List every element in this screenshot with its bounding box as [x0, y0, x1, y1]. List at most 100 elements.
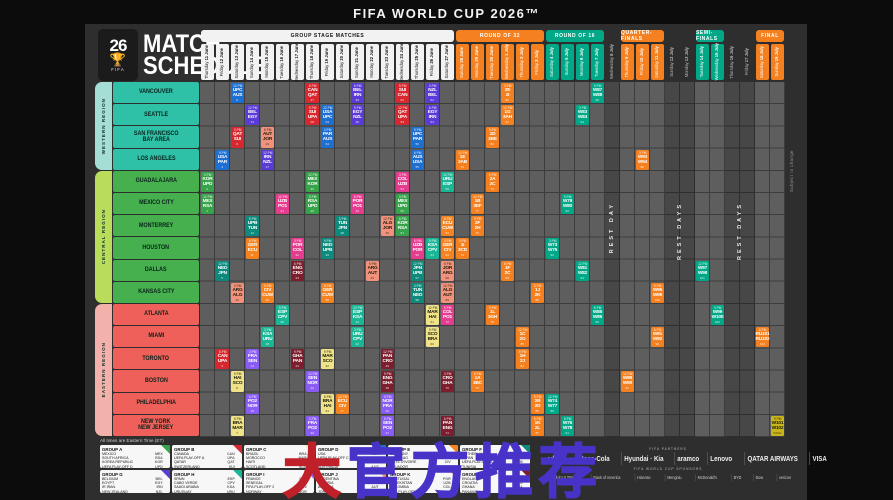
group-team-text: GHA [514, 484, 523, 490]
group-team-text: USA [371, 450, 379, 456]
group-team-row: AUSTRALIA AUS [318, 463, 379, 468]
group-team-text: COL [443, 484, 451, 490]
group-team-text: TUN [515, 463, 523, 468]
group-team-row: ECUADOR ECU [390, 463, 451, 468]
group-team-text: PO1 [443, 488, 451, 493]
group-color-corner [521, 445, 530, 454]
group-team-row: SOUTH AFRICA RSA [102, 454, 163, 460]
partner-logo: QATAR AIRWAYS [744, 452, 800, 465]
group-team-text: PANAMA [462, 488, 477, 493]
sponsor-logo: verizon [776, 474, 792, 481]
group-team-text: AUSTRIA [318, 484, 334, 490]
group-box-i: GROUP I FRANCE FRA SENEGAL SEN FIFA PLAY-OFF … [244, 470, 314, 493]
sponsor-logo: BYD [730, 474, 743, 481]
group-team-row: NETHERLANDS NED [462, 450, 523, 456]
group-team-text: CIV [444, 459, 451, 465]
partner-logo: Lenovo [707, 452, 736, 465]
group-team-text: SCOTLAND [246, 463, 266, 468]
group-team-row: UZBEKISTAN UZB [390, 480, 451, 485]
group-color-corner [449, 470, 458, 479]
group-team-text: CAN [226, 450, 235, 456]
group-team-text: UPD [155, 463, 163, 468]
group-team-text: GERMANY [390, 450, 409, 456]
group-team-text: UEFA PLAY-OFF A [174, 454, 205, 460]
group-box-a: GROUP A MEXICO MEX SOUTH AFRICA RSA KOREA REP… [100, 445, 170, 468]
group-team-text: ARGENTINA [318, 475, 339, 481]
group-box-title: GROUP E [390, 446, 411, 452]
group-team-row: GERMANY GER [390, 450, 451, 456]
group-team-text: ENG [514, 475, 523, 481]
group-team-text: PO2 [299, 484, 307, 490]
group-team-text: JOR [371, 488, 379, 493]
group-team-text: IR IRAN [102, 484, 116, 490]
group-color-corner [521, 470, 530, 479]
group-team-row: BRAZIL BRA [246, 450, 307, 456]
group-team-text: ARG [370, 475, 379, 481]
group-color-corner [377, 445, 386, 454]
group-color-corner [377, 470, 386, 479]
group-team-text: NED [515, 450, 523, 456]
group-team-row: AUSTRIA AUT [318, 484, 379, 490]
group-team-text: NORWAY [246, 488, 262, 493]
group-team-text: NZL [155, 488, 163, 493]
group-team-text: BELGIUM [102, 475, 119, 481]
trophy-icon: 🏆 [109, 52, 127, 67]
group-team-text: ALG [371, 479, 379, 485]
group-team-text: RSA [155, 454, 163, 460]
group-team-text: AUS [371, 463, 379, 468]
group-team-text: FIFA PLAY-OFF 1 [390, 488, 419, 493]
badge-year: 26 [109, 36, 128, 55]
group-team-text: JPN [515, 454, 523, 460]
group-team-text: COLOMBIA [390, 484, 409, 490]
side-note: Subject to change [789, 150, 794, 193]
group-team-text: SUI [228, 463, 235, 468]
group-team-row: QATAR QAT [174, 459, 235, 464]
group-box-title: GROUP G [102, 471, 123, 477]
group-team-row: COLOMBIA COL [390, 484, 451, 490]
group-team-text: UEFA PLAY-OFF B [462, 459, 493, 465]
group-team-row: CURACAO CUW [390, 454, 451, 460]
group-team-row: MEXICO MEX [102, 451, 163, 456]
group-team-text: ESP [227, 475, 235, 481]
group-team-row: CABO VERDE CPV [174, 479, 235, 485]
group-team-text: UPB [515, 459, 523, 465]
groups-legend: GROUP A MEXICO MEX SOUTH AFRICA RSA KOREA REP… [100, 445, 536, 493]
group-team-text: CURACAO [390, 454, 408, 460]
group-team-row: UEFA PLAY-OFF A UPA [174, 454, 235, 460]
group-team-row: MOROCCO MAR [246, 454, 307, 460]
group-box-h: GROUP H SPAIN ESP CABO VERDE CPV SAUDI ARABIA… [172, 470, 242, 493]
group-team-row: URUGUAY URU [174, 488, 235, 493]
group-team-text: CABO VERDE [174, 479, 198, 485]
group-team-row: UEFA PLAY-OFF C UPC [318, 455, 379, 460]
group-box-title: GROUP L [462, 471, 482, 477]
group-box-c: GROUP C BRAZIL BRA MOROCCO MAR HAITI HAI SCOTLA… [244, 445, 314, 468]
group-team-text: ECU [443, 463, 451, 468]
group-box-title: GROUP C [246, 446, 267, 452]
group-team-text: MOROCCO [246, 454, 266, 460]
group-color-corner [305, 470, 314, 479]
group-team-row: SPAIN ESP [174, 475, 235, 481]
wc26-badge: 26 🏆 FIFA [98, 29, 138, 81]
group-team-row: SCOTLAND SCO [246, 463, 307, 468]
group-team-text: AUT [371, 484, 379, 490]
group-team-text: URUGUAY [174, 488, 192, 493]
group-box-title: GROUP D [318, 446, 339, 452]
group-team-text: USA [318, 450, 326, 456]
logo-text: MATCH SCHEDULE [143, 31, 264, 78]
group-team-text: EGYPT [102, 479, 115, 485]
group-team-row: UEFA PLAY-OFF D UPD [102, 463, 163, 468]
group-team-text: FIFA PLAY-OFF 2 [246, 484, 275, 490]
group-team-row: CROATIA CRO [462, 480, 523, 485]
group-team-text: NOR [298, 488, 307, 493]
group-color-corner [161, 445, 170, 454]
group-team-text: FRA [299, 475, 307, 481]
group-team-text: CUW [442, 454, 451, 460]
sponsor-logo: Hisense [634, 474, 653, 481]
group-team-row: USA USA [318, 450, 379, 456]
group-team-row: KOREA REPUBLIC KOR [102, 459, 163, 465]
group-team-text: KOR [154, 459, 163, 465]
group-box-b: GROUP B CANADA CAN UEFA PLAY-OFF A UPA QATAR Q… [172, 445, 242, 468]
group-team-text: COTE D'IVOIRE [390, 459, 417, 465]
group-team-text: JORDAN [318, 488, 333, 493]
group-team-text: BRA [298, 450, 307, 456]
